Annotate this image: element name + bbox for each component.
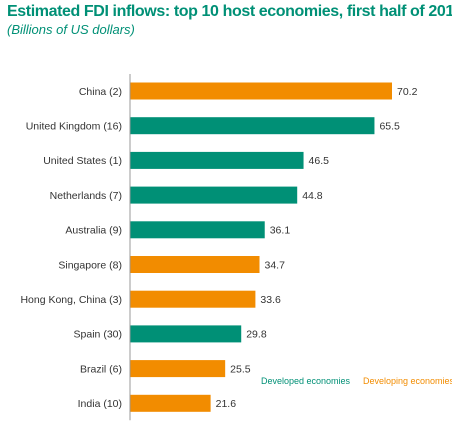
category-label: Singapore (8) [58,259,122,271]
legend-developing: Developing economies [363,376,452,386]
bar [130,394,211,412]
chart-title: Estimated FDI inflows: top 10 host econo… [7,3,452,20]
value-label: 25.5 [230,363,251,375]
chart-subtitle: (Billions of US dollars) [7,22,135,37]
category-label: China (2) [79,86,122,98]
category-label: Brazil (6) [80,363,122,375]
bar [130,221,265,239]
category-label: India (10) [78,398,122,410]
value-label: 70.2 [397,86,418,98]
value-label: 36.1 [270,225,291,237]
value-label: 65.5 [379,121,400,133]
bar [130,151,304,169]
bar [130,290,256,308]
value-label: 34.7 [265,259,286,271]
category-label: Netherlands (7) [50,190,122,202]
bar [130,256,260,273]
value-label: 29.8 [246,329,267,341]
value-label: 33.6 [260,294,281,306]
category-label: Australia (9) [65,225,122,237]
legend-developed: Developed economies [261,376,351,386]
value-label: 44.8 [302,190,323,202]
category-label: United Kingdom (16) [26,121,122,133]
category-label: United States (1) [43,155,122,167]
bar [130,82,392,100]
bar [130,360,226,378]
value-label: 46.5 [309,155,330,167]
bar [130,117,375,135]
category-label: Spain (30) [74,329,122,341]
bar [130,186,298,204]
value-label: 21.6 [216,398,237,410]
bar [130,325,242,343]
category-label: Hong Kong, China (3) [20,294,122,306]
